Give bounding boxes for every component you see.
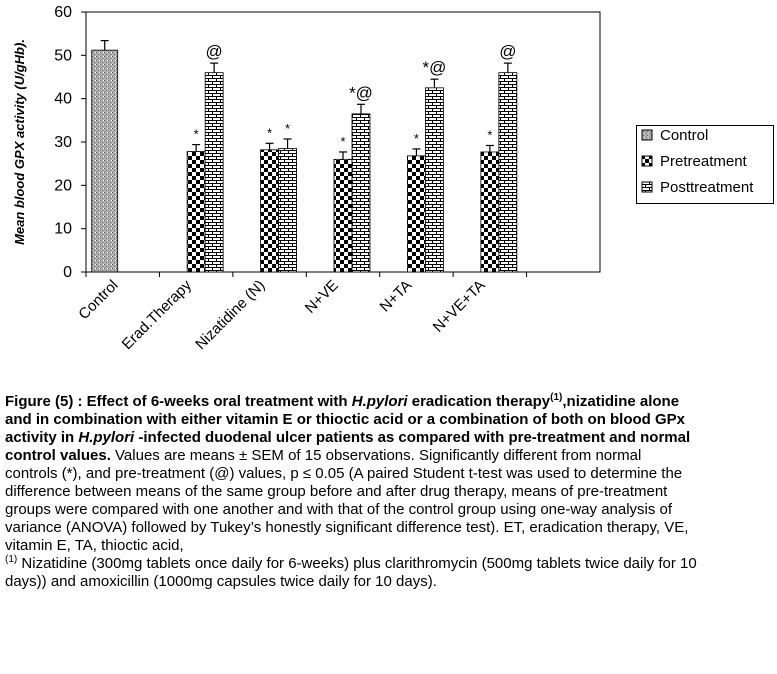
- caption-text: eradication therapy: [407, 393, 551, 410]
- caption-text: (1): [550, 392, 563, 403]
- legend-label: Pretreatment: [660, 153, 747, 170]
- error-bar: [430, 78, 439, 88]
- x-tick-label: N+VE+TA: [430, 277, 489, 336]
- bar: [407, 155, 426, 273]
- y-tick-label: 10: [54, 221, 72, 238]
- y-tick-label: 50: [54, 47, 72, 64]
- bar: [186, 151, 206, 273]
- caption-text: -infected duodenal ulcer patients as com…: [5, 429, 691, 464]
- bar: [91, 49, 119, 273]
- bar: [480, 151, 500, 273]
- x-tick-label: Erad.Therapy: [119, 276, 196, 353]
- x-tick-label: Control: [75, 277, 121, 323]
- legend-swatch: [641, 181, 653, 193]
- error-bar: [265, 142, 274, 150]
- legend-swatch: [641, 155, 653, 167]
- bar: [425, 87, 444, 273]
- figure-caption: Figure (5) : Effect of 6-weeks oral trea…: [5, 393, 697, 591]
- significance-label: *@: [422, 58, 446, 77]
- bar: [204, 72, 224, 273]
- legend-item: Pretreatment: [641, 153, 773, 170]
- legend-swatch: [641, 129, 653, 141]
- significance-label: *: [285, 121, 290, 136]
- error-bar: [412, 148, 421, 156]
- caption-text: (1): [5, 554, 18, 565]
- caption-text: H.pylori: [78, 429, 135, 446]
- y-tick-label: 60: [54, 4, 72, 21]
- caption-text: Values are means ± SEM of 15 observation…: [5, 447, 689, 554]
- error-bar: [192, 144, 201, 152]
- significance-label: *: [194, 127, 199, 142]
- legend-item: Control: [641, 127, 773, 144]
- y-axis-label: Mean blood GPX activity (U/gHb).: [12, 39, 27, 245]
- chart: Mean blood GPX activity (U/gHb). 0 10 20 30…: [12, 4, 601, 353]
- y-tick-label: 40: [54, 91, 72, 108]
- x-tick-label: N+TA: [377, 277, 416, 316]
- caption-text: Figure (5) : Effect of 6-weeks oral trea…: [5, 393, 352, 410]
- bar: [333, 158, 353, 273]
- caption-text: H.pylori: [351, 393, 408, 410]
- bar: [260, 149, 279, 273]
- significance-label: *: [414, 131, 419, 146]
- significance-label: *: [267, 125, 272, 140]
- error-bar: [283, 138, 292, 149]
- bar: [498, 72, 518, 273]
- significance-label: @: [499, 42, 516, 61]
- y-tick-label: 30: [54, 134, 72, 151]
- y-tick-label: 0: [63, 264, 72, 281]
- legend-item: Posttreatment: [641, 179, 773, 196]
- error-bar: [100, 39, 109, 51]
- bar: [351, 113, 371, 273]
- error-bar: [503, 62, 512, 73]
- significance-label: *: [340, 134, 345, 149]
- error-bar: [210, 62, 219, 73]
- error-bar: [485, 144, 494, 152]
- caption-text: ,nizatidine alone and in combination wit…: [5, 393, 686, 446]
- legend-label: Posttreatment: [660, 179, 754, 196]
- bar: [278, 148, 297, 273]
- x-tick-label: N+VE: [302, 277, 342, 317]
- legend-label: Control: [660, 127, 709, 144]
- y-tick-label: 20: [54, 177, 72, 194]
- caption-text: Nizatidine (300mg tablets once daily for…: [5, 555, 697, 590]
- x-tick-label: Nizatidine (N): [192, 277, 268, 353]
- legend: Control Pretreatment Posttreatment: [636, 125, 774, 204]
- error-bar: [339, 151, 347, 160]
- significance-label: *@: [349, 83, 373, 102]
- significance-label: *: [487, 127, 492, 142]
- error-bar: [357, 103, 365, 114]
- significance-label: @: [206, 42, 223, 61]
